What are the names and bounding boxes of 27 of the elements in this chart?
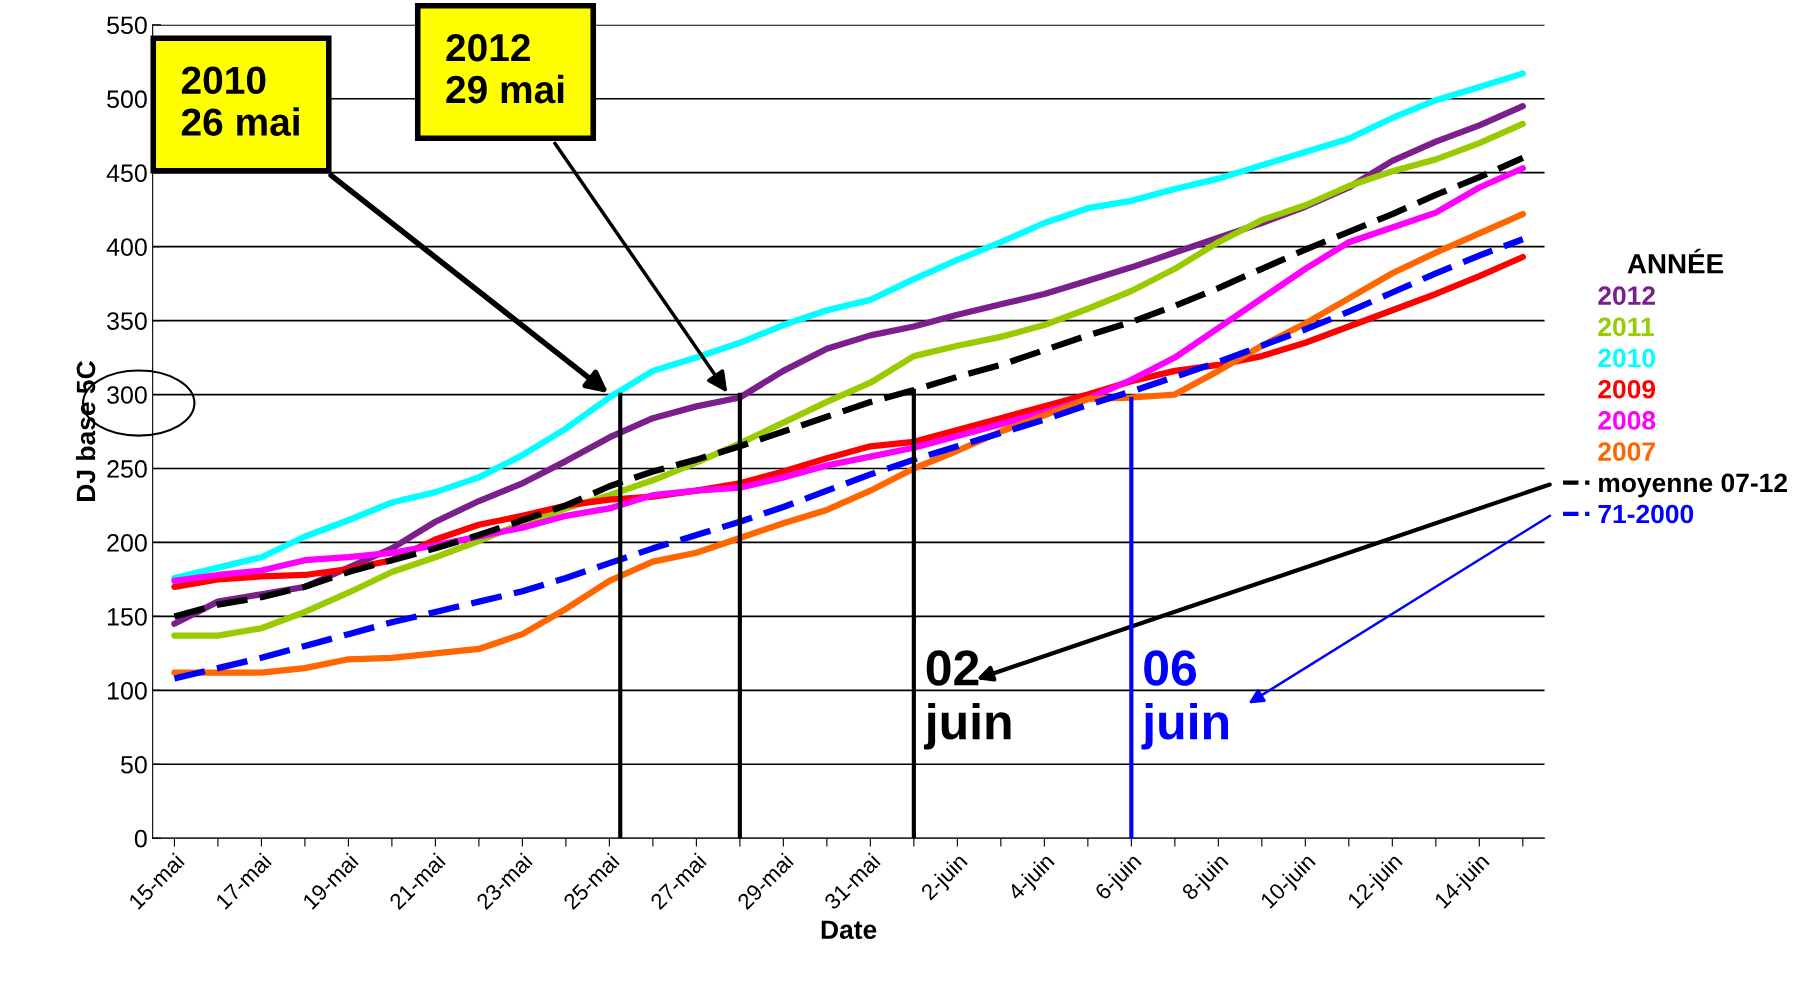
text: 2008	[1598, 411, 1656, 430]
y-tick-label: 400	[106, 238, 147, 256]
y-tick-label: 350	[107, 312, 147, 330]
text: 2010	[1598, 348, 1655, 368]
text: 2011	[1598, 317, 1654, 337]
x-axis-title: Date	[821, 920, 877, 940]
annotation: 2012 29 mai	[446, 33, 564, 104]
y-tick-label: 0	[134, 829, 147, 848]
y-tick-label: 300	[107, 386, 147, 404]
y-tick-label: 50	[120, 755, 147, 774]
text: 2012	[1598, 286, 1655, 305]
y-tick-label: 550	[107, 16, 147, 35]
ref-line-label: 02 juin	[923, 650, 1011, 750]
y-tick-label: 200	[107, 534, 147, 552]
y-tick-label: 100	[108, 681, 147, 700]
y-tick-label: 450	[106, 164, 147, 182]
text: 2009	[1598, 379, 1656, 399]
annotation: 2010 26 mai	[181, 66, 299, 136]
text: 2007	[1598, 442, 1655, 461]
legend-label: moyenne 07-12	[1599, 473, 1787, 498]
y-tick-label: 250	[107, 460, 147, 478]
y-tick-label: 500	[107, 90, 147, 109]
ref-line-label: 06 juin	[1141, 650, 1228, 750]
legend-label: 71-2000	[1598, 504, 1694, 524]
y-tick-label: 150	[108, 607, 147, 626]
y-axis-title: DJ base 5C	[75, 361, 96, 501]
legend-title: ANNÉE	[1627, 248, 1724, 274]
